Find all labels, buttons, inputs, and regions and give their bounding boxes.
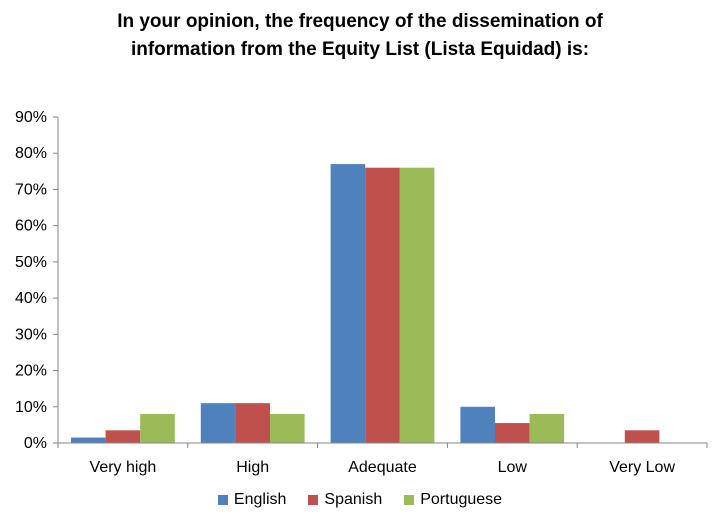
x-tick-label: High [236, 459, 269, 476]
chart-title-line-2: information from the Equity List (Lista … [130, 39, 590, 60]
bar-portuguese-adequate [399, 167, 435, 443]
bar-english-very-high [71, 437, 106, 443]
legend-item: English [217, 491, 287, 509]
x-tick-label: Very high [90, 459, 157, 476]
y-tick-label: 50% [15, 254, 47, 271]
y-tick-label: 20% [15, 363, 47, 380]
bar-english-adequate [330, 164, 366, 444]
legend-item: Portuguese [404, 491, 502, 509]
x-tick-label: Very Low [609, 459, 675, 476]
y-tick-label: 30% [15, 326, 47, 343]
x-tick-label: Adequate [348, 459, 417, 476]
bar-spanish-very-low [624, 430, 660, 443]
bar-spanish-high [235, 403, 270, 443]
y-tick-label: 90% [15, 109, 47, 126]
legend-item: Spanish [308, 491, 382, 509]
x-tick-label: Low [498, 459, 528, 476]
y-tick-label: 40% [15, 290, 47, 307]
y-tick-label: 60% [15, 218, 47, 235]
y-tick-label: 80% [15, 145, 47, 162]
legend-swatch [308, 495, 319, 505]
bar-spanish-very-high [105, 430, 141, 443]
bar-portuguese-very-high [140, 414, 175, 443]
chart-title: In your opinion, the frequency of the di… [0, 8, 720, 64]
legend-swatch [217, 495, 228, 505]
legend: English Spanish Portuguese [0, 491, 720, 509]
legend-label: Spanish [324, 491, 383, 508]
legend-label: Portuguese [420, 491, 503, 508]
bar-english-low [460, 406, 495, 443]
bar-portuguese-low [529, 414, 565, 443]
legend-swatch [404, 495, 415, 505]
chart-title-line-1: In your opinion, the frequency of the di… [117, 11, 603, 32]
y-tick-label: 70% [15, 181, 47, 198]
bar-english-high [200, 403, 236, 443]
y-tick-label: 0% [24, 435, 47, 452]
bar-spanish-low [495, 423, 530, 443]
legend-label: English [233, 491, 287, 508]
bar-portuguese-high [270, 414, 305, 443]
y-tick-label: 10% [15, 399, 47, 416]
bar-spanish-adequate [365, 167, 400, 443]
